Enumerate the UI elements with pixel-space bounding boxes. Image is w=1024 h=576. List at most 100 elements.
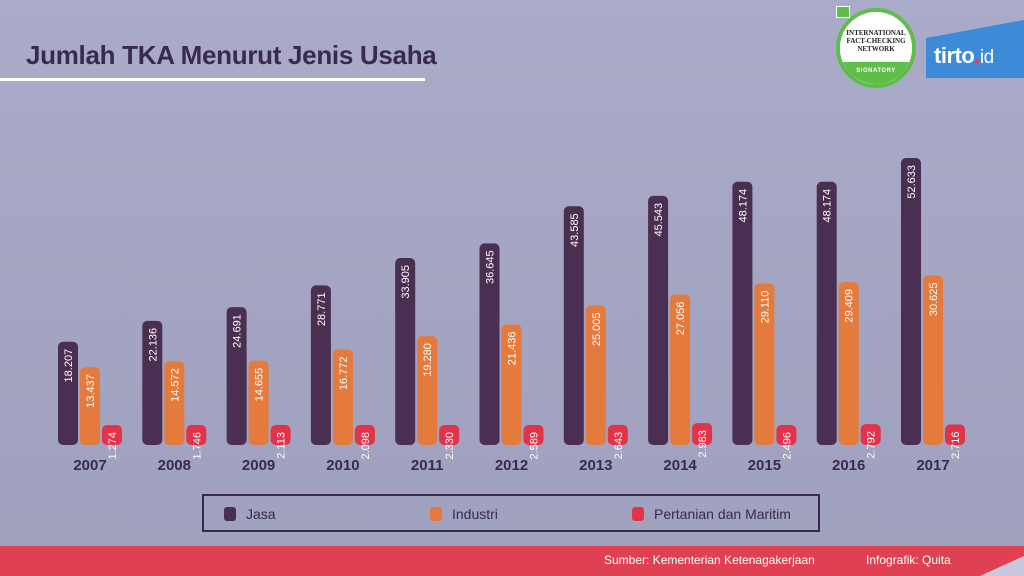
bar-jasa-2015: [732, 181, 753, 445]
bar-industri-2011: [417, 336, 438, 445]
data-label-industri-2009: 14.655: [254, 368, 266, 402]
bar-jasa-2009: [226, 307, 247, 445]
data-label-industri-2010: 16.772: [338, 356, 350, 390]
data-label-pertanian-2011: 2.330: [444, 432, 456, 460]
data-label-industri-2013: 25.005: [591, 313, 603, 347]
legend-label-jasa: Jasa: [246, 506, 276, 522]
data-label-industri-2015: 29.110: [759, 291, 771, 324]
title-underline: [0, 78, 425, 81]
data-label-industri-2016: 29.409: [844, 289, 856, 323]
data-label-jasa-2007: 18.207: [63, 349, 75, 383]
legend-item-pertanian: Pertanian dan Maritim: [632, 506, 791, 522]
data-label-pertanian-2007: 1.274: [107, 432, 119, 460]
data-label-jasa-2013: 43.585: [569, 213, 581, 247]
data-label-jasa-2009: 24.691: [232, 314, 244, 348]
fact-checking-badge-band: SIGNATORY: [840, 62, 912, 84]
data-label-industri-2014: 27.056: [675, 302, 687, 336]
bar-pertanian-2017: [945, 424, 965, 445]
x-tick-label-2007: 2007: [73, 457, 106, 474]
bar-pertanian-2016: [860, 424, 881, 445]
footer-source: Sumber: Kementerian Ketenagakerjaan: [604, 553, 815, 567]
bar-industri-2009: [248, 360, 269, 445]
data-label-industri-2012: 21.436: [507, 332, 519, 366]
fact-checking-badge: INTERNATIONAL FACT-CHECKING NETWORK SIGN…: [836, 8, 916, 88]
data-label-jasa-2016: 48.174: [822, 189, 834, 223]
chart-legend: Jasa Industri Pertanian dan Maritim: [202, 494, 820, 532]
data-label-pertanian-2010: 2.098: [360, 432, 372, 460]
data-label-pertanian-2013: 2.643: [613, 432, 625, 460]
bar-pertanian-2014: [692, 423, 713, 445]
data-label-pertanian-2017: 2.716: [950, 431, 962, 459]
data-label-pertanian-2009: 2.113: [276, 432, 288, 459]
legend-label-pertanian: Pertanian dan Maritim: [654, 506, 791, 522]
x-tick-label-2009: 2009: [242, 457, 275, 474]
bar-pertanian-2013: [607, 424, 628, 445]
legend-swatch-industri: [430, 507, 442, 521]
footer-bar: [0, 546, 1024, 576]
bar-pertanian-2012: [523, 425, 544, 445]
legend-item-jasa: Jasa: [224, 506, 276, 522]
x-tick-label-2013: 2013: [579, 457, 612, 474]
data-label-jasa-2011: 33.905: [400, 265, 412, 299]
legend-swatch-pertanian: [632, 507, 644, 521]
bar-jasa-2017: [901, 158, 921, 445]
legend-item-industri: Industri: [430, 506, 498, 522]
bar-jasa-2012: [479, 243, 500, 445]
fact-checking-mark-icon: [836, 6, 850, 18]
x-tick-label-2014: 2014: [663, 457, 697, 474]
bar-jasa-2010: [310, 285, 331, 445]
x-tick-label-2015: 2015: [748, 457, 781, 474]
bar-jasa-2007: [58, 341, 78, 445]
x-tick-label-2016: 2016: [832, 457, 865, 474]
bar-industri-2010: [332, 349, 353, 445]
data-label-jasa-2012: 36.645: [485, 250, 497, 284]
bar-industri-2013: [585, 305, 606, 445]
data-label-pertanian-2008: 1.746: [191, 432, 203, 460]
data-label-jasa-2015: 48.174: [737, 189, 749, 223]
footer-credit: Infografik: Quita: [866, 553, 951, 567]
x-tick-label-2011: 2011: [411, 457, 444, 474]
legend-swatch-jasa: [224, 507, 236, 521]
tirto-logo-shape: [926, 20, 1024, 78]
page-title: Jumlah TKA Menurut Jenis Usaha: [26, 40, 437, 70]
bar-pertanian-2008: [186, 425, 207, 445]
bar-pertanian-2010: [354, 425, 375, 445]
data-label-jasa-2010: 28.771: [316, 292, 328, 326]
data-label-industri-2007: 13.437: [85, 374, 97, 408]
data-label-pertanian-2014: 2.983: [697, 430, 709, 458]
bar-industri-2012: [501, 324, 522, 445]
data-label-pertanian-2016: 2.792: [866, 431, 878, 459]
x-tick-label-2017: 2017: [916, 457, 949, 474]
bar-jasa-2008: [142, 320, 163, 445]
bar-industri-2008: [164, 361, 185, 445]
bar-industri-2016: [838, 281, 859, 445]
bar-jasa-2014: [648, 195, 669, 445]
bar-industri-2014: [670, 294, 691, 445]
bar-jasa-2016: [816, 181, 837, 445]
bar-jasa-2011: [395, 257, 416, 445]
legend-label-industri: Industri: [452, 506, 498, 522]
bar-pertanian-2011: [439, 425, 460, 445]
data-label-pertanian-2012: 2.589: [529, 432, 541, 460]
fact-checking-badge-text: INTERNATIONAL FACT-CHECKING NETWORK: [840, 12, 912, 62]
data-label-industri-2008: 14.572: [169, 368, 181, 402]
bar-jasa-2013: [563, 206, 584, 445]
tirto-logo-name: tirto: [934, 43, 975, 68]
x-tick-label-2012: 2012: [495, 457, 528, 474]
bar-industri-2007: [80, 367, 100, 445]
bar-pertanian-2007: [102, 425, 122, 445]
tirto-logo: tirto.id: [934, 43, 994, 69]
x-tick-label-2010: 2010: [326, 457, 359, 474]
data-label-jasa-2008: 22.136: [147, 328, 159, 362]
data-label-industri-2017: 30.625: [928, 282, 940, 316]
x-tick-label-2008: 2008: [158, 457, 191, 474]
data-label-pertanian-2015: 2.496: [781, 432, 793, 460]
data-label-jasa-2014: 45.543: [653, 203, 665, 237]
bar-pertanian-2009: [270, 425, 291, 445]
bar-industri-2017: [923, 275, 943, 445]
data-label-industri-2011: 19.280: [422, 343, 434, 377]
footer-corner-shape: [980, 556, 1024, 576]
tirto-logo-dot: .: [974, 43, 980, 68]
